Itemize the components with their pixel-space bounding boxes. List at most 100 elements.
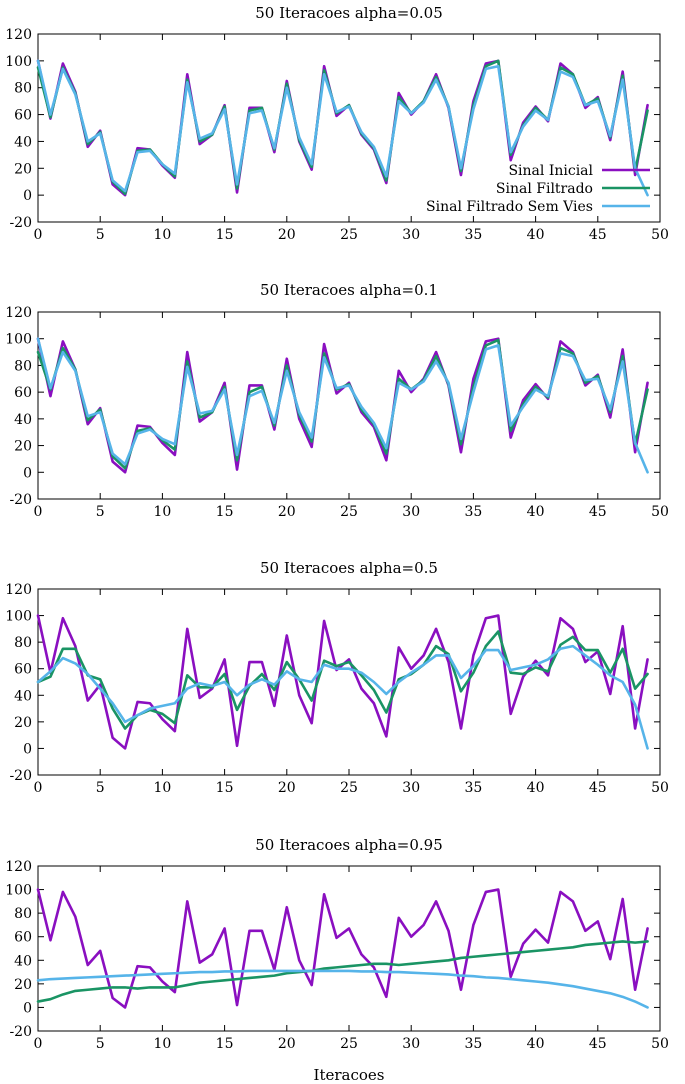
y-tick-label: 100 — [5, 54, 32, 70]
y-tick-label: 80 — [14, 81, 32, 97]
x-tick-label: 5 — [96, 227, 105, 243]
y-tick-label: 20 — [14, 161, 32, 177]
x-tick-label: 15 — [216, 504, 234, 520]
series-line-sinal-filtrado — [36, 630, 649, 730]
plot-frame — [37, 311, 661, 500]
x-tick-label: 20 — [278, 780, 296, 796]
y-tick-label: 60 — [14, 108, 32, 124]
x-tick-label: 10 — [153, 780, 171, 796]
y-tick-label: 40 — [14, 412, 32, 428]
legend: Sinal Inicial Sinal Filtrado Sinal Filtrad… — [426, 163, 650, 215]
legend-label: Sinal Filtrado — [496, 181, 593, 197]
chart-panel-3: 50 Iteracoes alpha=0.5-20020406080100120… — [5, 559, 669, 796]
legend-label: Sinal Filtrado Sem Vies — [426, 199, 593, 215]
y-tick-label: 20 — [14, 715, 32, 731]
legend-label: Sinal Inicial — [508, 163, 593, 179]
series-line-sinal-filtrado-sem-vies — [36, 644, 649, 750]
x-tick-label: 40 — [527, 1036, 545, 1052]
y-tick-label: -20 — [9, 492, 32, 508]
x-tick-label: 50 — [651, 780, 669, 796]
x-tick-label: 30 — [402, 504, 420, 520]
x-tick-label: 20 — [278, 1036, 296, 1052]
x-tick-label: 35 — [464, 504, 482, 520]
x-tick-label: 30 — [402, 227, 420, 243]
chart-panel-1: 50 Iteracoes alpha=0.05-2002040608010012… — [5, 4, 669, 243]
x-tick-label: 30 — [402, 1036, 420, 1052]
x-tick-label: 10 — [153, 504, 171, 520]
y-tick-label: 0 — [23, 1000, 32, 1016]
y-tick-label: 40 — [14, 134, 32, 150]
x-tick-label: 45 — [589, 504, 607, 520]
x-tick-label: 0 — [34, 504, 43, 520]
series-line-sinal-filtrado-sem-vies — [36, 337, 649, 474]
x-tick-label: 15 — [216, 227, 234, 243]
x-tick-label: 50 — [651, 227, 669, 243]
chart-title: 50 Iteracoes alpha=0.5 — [260, 559, 438, 577]
y-tick-label: 40 — [14, 688, 32, 704]
x-tick-label: 50 — [651, 504, 669, 520]
series-line-sinal-inicial — [36, 614, 649, 750]
y-tick-label: 20 — [14, 439, 32, 455]
y-tick-label: 0 — [23, 741, 32, 757]
chart-panel-4: 50 Iteracoes alpha=0.95-2002040608010012… — [5, 836, 669, 1084]
chart-title: 50 Iteracoes alpha=0.1 — [260, 281, 438, 299]
chart-panel-2: 50 Iteracoes alpha=0.1-20020406080100120… — [5, 281, 669, 520]
y-tick-label: 0 — [23, 465, 32, 481]
x-tick-label: 25 — [340, 504, 358, 520]
x-tick-label: 5 — [96, 1036, 105, 1052]
x-tick-label: 50 — [651, 1036, 669, 1052]
x-tick-label: 0 — [34, 227, 43, 243]
x-tick-label: 45 — [589, 1036, 607, 1052]
y-tick-label: 80 — [14, 906, 32, 922]
y-tick-label: -20 — [9, 215, 32, 231]
y-tick-label: -20 — [9, 1024, 32, 1040]
y-tick-label: 60 — [14, 930, 32, 946]
y-tick-label: 20 — [14, 977, 32, 993]
x-tick-label: 0 — [34, 780, 43, 796]
x-axis-label: Iteracoes — [314, 1066, 385, 1084]
y-tick-label: 40 — [14, 953, 32, 969]
series-line-sinal-inicial — [36, 888, 649, 1009]
y-tick-label: 0 — [23, 188, 32, 204]
x-tick-label: 35 — [464, 227, 482, 243]
y-tick-label: 100 — [5, 332, 32, 348]
y-tick-label: 60 — [14, 385, 32, 401]
x-tick-label: 5 — [96, 780, 105, 796]
x-tick-label: 30 — [402, 780, 420, 796]
series-line-sinal-filtrado-sem-vies — [36, 59, 649, 197]
y-tick-label: 120 — [5, 859, 32, 875]
plot-frame — [37, 588, 661, 776]
y-tick-label: 120 — [5, 27, 32, 43]
x-tick-label: 40 — [527, 227, 545, 243]
x-tick-label: 10 — [153, 1036, 171, 1052]
y-tick-label: -20 — [9, 768, 32, 784]
x-tick-label: 35 — [464, 780, 482, 796]
y-tick-label: 80 — [14, 635, 32, 651]
y-tick-label: 120 — [5, 305, 32, 321]
x-tick-label: 25 — [340, 227, 358, 243]
x-tick-label: 0 — [34, 1036, 43, 1052]
chart-title: 50 Iteracoes alpha=0.95 — [255, 836, 443, 854]
x-tick-label: 35 — [464, 1036, 482, 1052]
series-line-sinal-filtrado-sem-vies — [36, 969, 649, 1009]
y-tick-label: 80 — [14, 358, 32, 374]
x-tick-label: 25 — [340, 780, 358, 796]
series-line-sinal-filtrado — [36, 940, 649, 1003]
y-tick-label: 100 — [5, 609, 32, 625]
x-tick-label: 5 — [96, 504, 105, 520]
x-tick-label: 25 — [340, 1036, 358, 1052]
y-tick-label: 120 — [5, 582, 32, 598]
x-tick-label: 15 — [216, 1036, 234, 1052]
x-tick-label: 40 — [527, 504, 545, 520]
x-tick-label: 45 — [589, 227, 607, 243]
y-tick-label: 100 — [5, 883, 32, 899]
x-tick-label: 45 — [589, 780, 607, 796]
y-tick-label: 60 — [14, 662, 32, 678]
x-tick-label: 15 — [216, 780, 234, 796]
chart-title: 50 Iteracoes alpha=0.05 — [255, 4, 443, 22]
x-tick-label: 40 — [527, 780, 545, 796]
x-tick-label: 20 — [278, 504, 296, 520]
x-tick-label: 20 — [278, 227, 296, 243]
x-tick-label: 10 — [153, 227, 171, 243]
